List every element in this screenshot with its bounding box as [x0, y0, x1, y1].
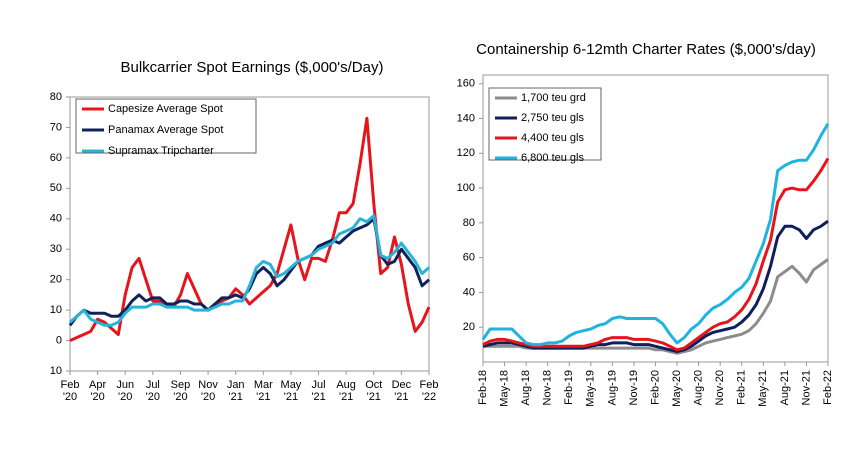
y-tick-label: 40: [50, 213, 62, 225]
x-tick-label: Nov-20: [714, 370, 726, 405]
y-tick-label: 80: [463, 217, 475, 229]
legend-label: 6,800 teu gls: [521, 152, 584, 164]
legend-label: 1,700 teu grd: [521, 92, 586, 104]
plot-frame: [69, 96, 430, 372]
legend-label: 2,750 teu gls: [521, 112, 584, 124]
y-tick-label: 10: [50, 365, 62, 377]
y-tick-label: 60: [463, 252, 475, 264]
y-tick-label: 40: [463, 286, 475, 298]
x-tick-label: Apr '20: [89, 379, 107, 403]
x-tick-label: Jan '21: [226, 379, 245, 403]
x-tick-label: Aug-21: [779, 370, 791, 405]
y-tick-label: 0: [56, 334, 62, 346]
x-tick-label: May-20: [671, 370, 683, 407]
y-tick-label: 30: [50, 243, 62, 255]
x-tick-label: Jul '20: [145, 379, 161, 403]
series-line: [69, 214, 430, 327]
x-tick-label: Mar '21: [253, 379, 273, 403]
y-tick-label: 60: [50, 152, 62, 164]
legend-label: Capesize Average Spot: [108, 103, 223, 115]
y-tick-label: 70: [50, 121, 62, 133]
y-tick-label: 20: [463, 321, 475, 333]
series-line: [483, 258, 829, 355]
series-line: [68, 217, 430, 327]
y-tick-label: 100: [457, 182, 475, 194]
x-tick-label: Jul '21: [311, 379, 326, 403]
x-tick-label: Feb-18: [477, 370, 489, 405]
x-tick-label: Feb-19: [563, 370, 575, 405]
x-tick-label: Aug-20: [693, 370, 705, 405]
x-tick-label: Feb-20: [649, 370, 661, 405]
x-tick-label: Oct '21: [365, 379, 383, 403]
y-tick-label: 120: [457, 147, 475, 159]
series-line: [482, 157, 830, 352]
x-tick-label: May-21: [757, 370, 769, 407]
legend-box: [75, 98, 257, 154]
x-tick-label: Aug-19: [606, 370, 618, 405]
series-line: [482, 219, 829, 354]
y-tick-label: 50: [50, 182, 62, 194]
y-tick-label: 140: [457, 112, 475, 124]
x-tick-label: Sep '20: [170, 379, 191, 403]
x-tick-label: Aug-18: [520, 370, 532, 405]
y-tick-label: 10: [50, 304, 62, 316]
x-tick-label: May '21: [280, 379, 302, 403]
x-tick-label: Jun '20: [116, 379, 135, 403]
legend-label: Panamax Average Spot: [108, 124, 223, 136]
y-tick-label: 20: [50, 274, 62, 286]
x-tick-label: Feb '22: [419, 379, 439, 403]
x-tick-label: Nov-19: [628, 370, 640, 405]
series-line: [69, 116, 431, 342]
x-tick-label: Dec '21: [391, 379, 412, 403]
x-tick-label: Feb '20: [60, 379, 80, 403]
series-line: [481, 122, 830, 347]
y-tick-label: 160: [457, 78, 475, 90]
x-tick-label: Nov-18: [542, 370, 554, 405]
x-tick-label: Feb-22: [822, 370, 834, 405]
chart-title: Containership 6-12mth Charter Rates ($,0…: [476, 41, 816, 58]
chart-title: Bulkcarrier Spot Earnings ($,000's/Day): [121, 59, 384, 76]
x-tick-label: May-18: [498, 370, 510, 407]
x-tick-label: Nov-21: [800, 370, 812, 405]
legend-label: 4,400 teu gls: [521, 132, 584, 144]
x-tick-label: Nov '20: [198, 379, 218, 403]
x-tick-label: Aug '21: [336, 379, 356, 403]
x-tick-label: May-19: [585, 370, 597, 407]
legend-label: Supramax Tripcharter: [108, 145, 214, 157]
x-tick-label: Feb-21: [736, 370, 748, 405]
legend-box: [488, 87, 602, 161]
y-tick-label: 80: [50, 91, 62, 103]
